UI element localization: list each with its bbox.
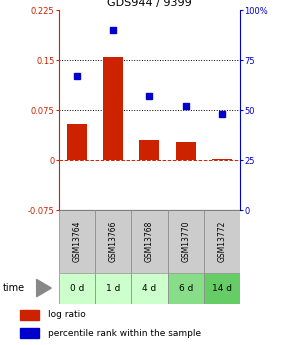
Bar	[176, 142, 196, 160]
Bar	[20, 328, 39, 338]
Bar	[59, 273, 95, 304]
Text: GSM13772: GSM13772	[218, 221, 226, 262]
Text: GSM13764: GSM13764	[72, 221, 81, 262]
Text: 6 d: 6 d	[178, 284, 193, 293]
Bar	[95, 273, 131, 304]
Text: GSM13770: GSM13770	[181, 221, 190, 262]
Text: 0 d: 0 d	[69, 284, 84, 293]
Bar	[59, 210, 95, 273]
Text: GSM13768: GSM13768	[145, 221, 154, 262]
Bar	[103, 57, 123, 160]
Text: percentile rank within the sample: percentile rank within the sample	[47, 328, 201, 337]
Bar	[168, 273, 204, 304]
Bar	[67, 124, 87, 160]
Polygon shape	[37, 279, 51, 297]
Bar	[131, 210, 168, 273]
Bar	[20, 310, 39, 319]
Bar	[212, 159, 232, 160]
Bar	[204, 273, 240, 304]
Bar	[95, 210, 131, 273]
Bar	[204, 210, 240, 273]
Text: 1 d: 1 d	[106, 284, 120, 293]
Text: time: time	[3, 283, 25, 293]
Bar	[168, 210, 204, 273]
Bar	[131, 273, 168, 304]
Title: GDS944 / 9399: GDS944 / 9399	[107, 0, 192, 8]
Text: 14 d: 14 d	[212, 284, 232, 293]
Text: log ratio: log ratio	[47, 310, 85, 319]
Bar	[139, 140, 159, 160]
Text: GSM13766: GSM13766	[109, 221, 117, 262]
Text: 4 d: 4 d	[142, 284, 156, 293]
